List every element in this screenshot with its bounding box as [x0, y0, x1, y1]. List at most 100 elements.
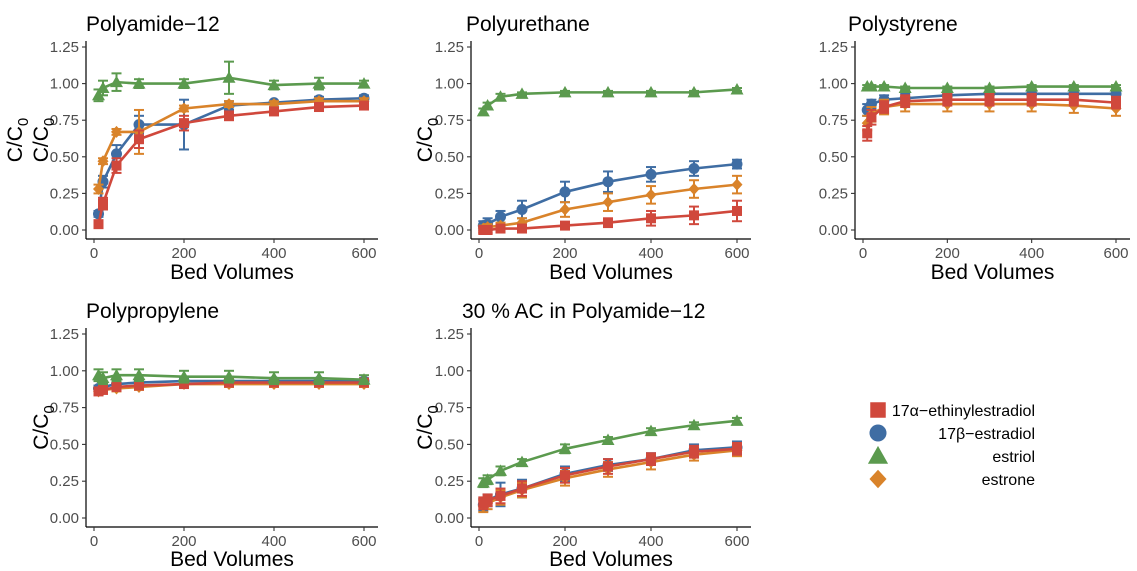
data-point	[482, 225, 493, 235]
panel-title: Polypropylene	[86, 300, 219, 323]
series	[477, 158, 743, 232]
series	[93, 100, 369, 230]
y-tick-label: 0.00	[50, 222, 79, 239]
data-point	[942, 94, 953, 105]
data-point	[732, 205, 742, 216]
y-tick-label: 1.00	[435, 363, 464, 380]
data-point	[481, 99, 495, 111]
x-tick-label: 200	[171, 533, 196, 550]
legend-item: 17α−ethinylestradiol	[870, 402, 1035, 420]
data-point	[111, 160, 122, 171]
data-point	[688, 163, 700, 175]
y-tick-label: 0.50	[435, 436, 464, 453]
data-point	[93, 219, 104, 230]
data-point	[110, 368, 123, 381]
series	[92, 368, 371, 386]
data-point	[864, 80, 878, 92]
legend-label: 17β−estradiol	[938, 426, 1035, 443]
data-point	[269, 106, 279, 117]
data-point	[558, 442, 572, 454]
data-point	[267, 78, 281, 91]
y-tick-label: 0.75	[50, 112, 79, 129]
y-tick-label: 0.00	[819, 222, 848, 239]
x-tick-label: 0	[859, 245, 867, 262]
data-point	[1067, 80, 1081, 92]
data-point	[731, 178, 743, 191]
data-point	[731, 158, 743, 170]
legend-item: estriol	[867, 445, 1035, 466]
x-axis-title: Bed Volumes	[549, 261, 673, 284]
y-tick-label: 1.00	[50, 76, 79, 93]
data-point	[644, 424, 658, 437]
legend-key	[869, 469, 887, 489]
y-tick-label: 0.50	[50, 149, 79, 166]
legend-key	[867, 445, 889, 464]
data-point	[476, 104, 490, 117]
data-point	[357, 77, 371, 89]
data-point	[314, 102, 324, 113]
x-tick-label: 600	[724, 533, 749, 550]
chart-panel-2: Polyurethane 0.00 0.25 0.50 0.75 1.00 1.25 0 200…	[414, 13, 751, 284]
y-tick-label: 0.75	[50, 400, 79, 417]
data-point	[111, 381, 122, 392]
data-point	[515, 455, 529, 468]
y-tick-label: 1.00	[50, 363, 79, 380]
y-tick-label: 1.25	[50, 326, 79, 343]
data-point	[312, 77, 326, 89]
data-point	[900, 96, 911, 107]
data-point	[646, 454, 656, 465]
x-tick-label: 200	[552, 533, 577, 550]
data-point	[110, 75, 123, 88]
x-tick-label: 400	[638, 245, 663, 262]
data-point	[178, 102, 190, 115]
legend-key	[870, 402, 886, 418]
x-tick-label: 200	[552, 245, 577, 262]
data-point	[134, 134, 144, 145]
data-point	[689, 446, 699, 457]
chart-panel-4: Polypropylene 0.00 0.25 0.50 0.75 1.00 1.25 0 20…	[30, 300, 378, 571]
panel-title: Polyamide−12	[86, 13, 220, 36]
data-point	[1068, 94, 1079, 105]
data-point	[224, 110, 234, 121]
x-tick-label: 400	[1019, 245, 1044, 262]
data-point	[603, 217, 613, 228]
legend-key	[869, 424, 887, 442]
y-tick-label: 0.00	[435, 510, 464, 527]
x-tick-label: 0	[90, 533, 98, 550]
x-tick-label: 0	[475, 533, 483, 550]
data-point	[862, 128, 873, 139]
legend-label: estriol	[992, 449, 1035, 466]
data-point	[601, 85, 615, 98]
data-point	[359, 100, 369, 111]
data-point	[134, 380, 144, 391]
panel-title: Polyurethane	[466, 13, 590, 36]
y-axis-title: C/C0	[30, 405, 58, 450]
y-tick-label: 0.75	[435, 400, 464, 417]
data-point	[495, 223, 506, 234]
data-point	[312, 371, 326, 384]
x-tick-label: 600	[351, 245, 376, 262]
x-tick-label: 600	[724, 245, 749, 262]
data-point	[730, 414, 744, 426]
data-point	[644, 85, 658, 98]
y-tick-label: 0.50	[435, 149, 464, 166]
x-tick-label: 200	[935, 245, 960, 262]
data-point	[879, 102, 890, 113]
data-point	[495, 490, 506, 501]
y-tick-label: 1.25	[819, 39, 848, 56]
y-tick-label: 0.25	[50, 185, 79, 202]
y-tick-label: 1.25	[435, 326, 464, 343]
x-tick-label: 400	[638, 533, 663, 550]
y-axis-title: C/C0	[4, 118, 32, 163]
data-point	[96, 371, 110, 384]
y-tick-label: 0.75	[435, 112, 464, 129]
data-point	[516, 204, 528, 216]
legend-label: estrone	[982, 472, 1035, 489]
data-point	[92, 88, 105, 101]
data-point	[132, 77, 146, 89]
legend-item: 17β−estradiol	[869, 424, 1035, 443]
data-point	[687, 85, 701, 98]
panel-title: 30 % AC in Polyamide−12	[462, 300, 705, 323]
data-point	[515, 87, 529, 99]
